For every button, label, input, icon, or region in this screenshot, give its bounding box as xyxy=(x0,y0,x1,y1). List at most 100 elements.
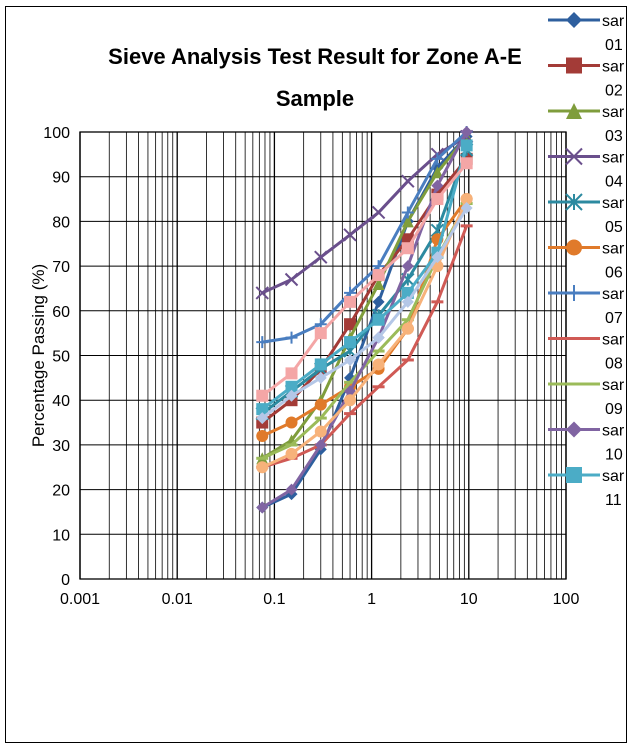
y-tick-label: 80 xyxy=(52,214,70,231)
data-point xyxy=(431,179,444,192)
legend-label: sar xyxy=(602,468,625,485)
data-point xyxy=(372,313,385,326)
data-point xyxy=(344,394,357,407)
legend-item-4: sar 04 xyxy=(548,147,625,191)
legend-label: sar xyxy=(602,377,625,394)
legend-layer: sar 01 sar 02 sar 03 sar 04 sar 05 sar 06 sar 07 sar 08… xyxy=(548,12,625,509)
legend-label-number: 11 xyxy=(605,492,622,509)
data-point xyxy=(401,322,414,335)
series-line xyxy=(261,162,468,397)
y-tick-label: 40 xyxy=(52,393,70,410)
data-point xyxy=(285,416,298,429)
data-point xyxy=(256,501,269,514)
y-tick-label: 30 xyxy=(52,438,70,455)
data-point xyxy=(344,295,357,308)
data-point xyxy=(344,353,357,366)
chart-frame xyxy=(5,6,627,743)
data-point xyxy=(431,166,444,179)
legend-item-6: sar 06 xyxy=(548,239,625,282)
series-line xyxy=(261,207,468,420)
series-11 xyxy=(256,139,473,416)
series-line xyxy=(261,135,468,460)
legend-item-2: sar 02 xyxy=(548,57,625,100)
data-point xyxy=(314,371,327,384)
series-layer xyxy=(255,126,474,514)
x-tick-label: 10 xyxy=(460,591,478,608)
legend-label-number: 10 xyxy=(605,447,623,464)
y-tick-label: 70 xyxy=(52,259,70,276)
data-point xyxy=(285,389,298,402)
x-tick-label: 0.01 xyxy=(162,591,193,608)
data-point xyxy=(256,412,269,425)
legend-item-1: sar 01 xyxy=(548,12,625,54)
legend-label-number: 06 xyxy=(605,265,623,282)
data-point xyxy=(566,12,582,28)
data-point xyxy=(566,239,582,256)
legend-label-number: 09 xyxy=(605,401,623,418)
data-point xyxy=(372,269,385,282)
data-point xyxy=(460,157,473,170)
data-point xyxy=(344,318,357,331)
data-point xyxy=(372,358,385,371)
data-point xyxy=(256,403,269,416)
x-tick-label: 0.001 xyxy=(60,591,100,608)
data-point xyxy=(565,193,583,211)
data-point xyxy=(314,250,328,264)
plot-area-border xyxy=(79,131,567,580)
y-tick-label: 50 xyxy=(52,349,70,366)
legend-label-number: 02 xyxy=(605,83,623,100)
data-point xyxy=(284,272,299,287)
data-point xyxy=(371,205,386,220)
legend-label-number: 04 xyxy=(605,174,623,191)
data-point xyxy=(460,126,473,138)
data-point xyxy=(314,327,327,340)
data-point xyxy=(401,295,414,308)
data-point xyxy=(285,447,298,460)
data-point xyxy=(314,358,327,371)
data-point xyxy=(285,483,298,496)
legend-item-11: sar 11 xyxy=(548,467,625,509)
legend-label: sar xyxy=(602,104,625,121)
legend-label-number: 05 xyxy=(605,219,623,236)
x-tick-label: 100 xyxy=(553,591,580,608)
legend-label: sar xyxy=(602,241,625,258)
legend-item-10: sar 10 xyxy=(548,421,625,464)
y-tick-label: 60 xyxy=(52,304,70,321)
data-point xyxy=(431,152,444,165)
chart-title-line-2: Sample xyxy=(275,86,355,111)
data-point xyxy=(256,389,269,402)
data-point xyxy=(460,201,473,214)
legend-item-7: sar 07 xyxy=(548,285,625,327)
legend-item-5: sar 05 xyxy=(548,193,625,236)
data-point xyxy=(314,425,327,438)
data-point xyxy=(401,215,414,228)
grid-layer xyxy=(79,131,567,580)
legend-label-number: 08 xyxy=(605,356,623,373)
data-point xyxy=(285,367,298,380)
data-point xyxy=(343,228,357,242)
data-point xyxy=(566,467,582,483)
y-tick-label: 100 xyxy=(43,125,70,142)
data-point xyxy=(566,57,582,74)
legend-label: sar xyxy=(602,13,625,30)
data-point xyxy=(372,277,385,290)
data-point xyxy=(401,206,414,219)
data-point xyxy=(565,147,583,166)
y-axis-label: Percentage Passing (%) xyxy=(29,264,48,447)
series-line xyxy=(261,198,469,469)
chart-title-line-1: Sieve Analysis Test Result for Zone A-E xyxy=(108,44,522,69)
data-point xyxy=(256,461,269,474)
y-tick-label: 0 xyxy=(61,572,70,589)
data-point xyxy=(344,336,357,349)
data-point xyxy=(285,380,298,393)
data-point xyxy=(314,438,327,451)
legend-label: sar xyxy=(602,195,625,212)
data-point xyxy=(314,398,327,411)
data-point xyxy=(401,174,415,188)
data-point xyxy=(566,103,582,119)
legend-label: sar xyxy=(602,286,625,303)
legend-label-number: 07 xyxy=(605,310,623,327)
data-point xyxy=(256,336,269,349)
legend-item-3: sar 03 xyxy=(548,103,625,145)
